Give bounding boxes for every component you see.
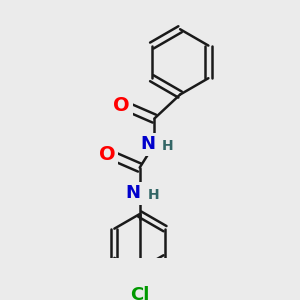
Text: Cl: Cl — [130, 286, 149, 300]
Text: H: H — [162, 139, 174, 153]
Text: O: O — [113, 96, 130, 115]
Text: H: H — [148, 188, 159, 202]
Text: N: N — [140, 135, 155, 153]
Text: N: N — [125, 184, 140, 202]
Text: O: O — [99, 145, 115, 164]
